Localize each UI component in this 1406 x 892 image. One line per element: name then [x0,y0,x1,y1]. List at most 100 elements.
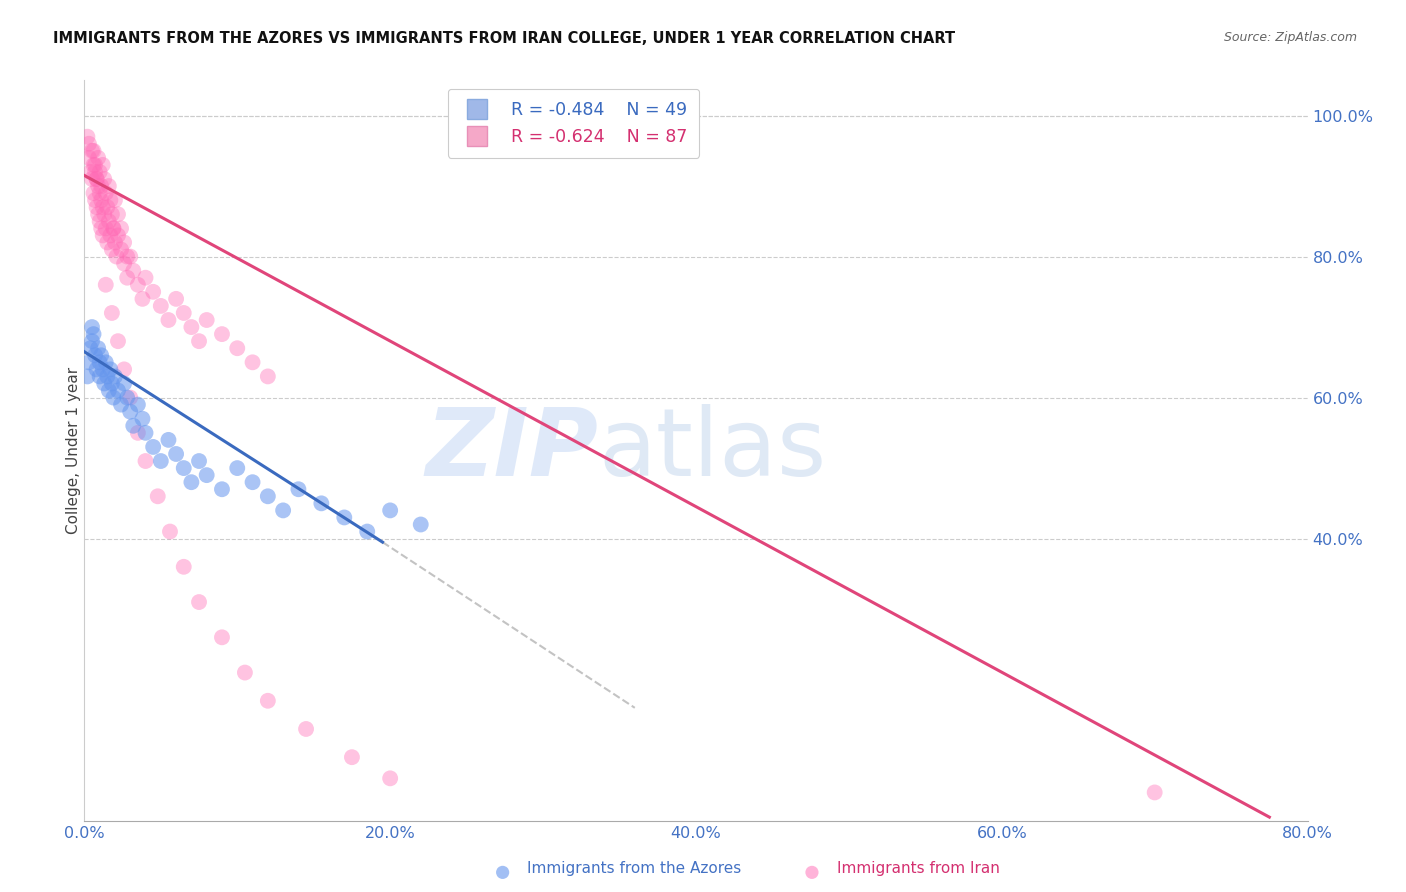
Point [101,207,124,221]
Point [492,865,515,880]
Point [90,221,112,235]
Point [115,250,138,264]
Point [112,362,135,376]
Point [110,243,132,257]
Point [311,496,333,510]
Point [380,503,402,517]
Y-axis label: College, Under 1 year: College, Under 1 year [66,367,80,534]
Point [76,369,98,384]
Point [110,221,132,235]
Point [86,362,108,376]
Point [83,144,105,158]
Text: IMMIGRANTS FROM THE AZORES VS IMMIGRANTS FROM IRAN COLLEGE, UNDER 1 YEAR CORRELA: IMMIGRANTS FROM THE AZORES VS IMMIGRANTS… [53,31,956,46]
Point [135,270,157,285]
Point [96,200,118,214]
Point [165,447,187,461]
Point [86,172,108,186]
Point [271,503,294,517]
Point [180,475,202,490]
Point [84,158,107,172]
Point [86,172,108,186]
Point [120,405,142,419]
Point [77,355,100,369]
Point [127,425,149,440]
Point [97,179,120,194]
Point [89,355,111,369]
Point [103,221,125,235]
Point [98,362,121,376]
Point [79,165,101,179]
Point [409,517,432,532]
Point [257,489,280,503]
Text: Source: ZipAtlas.com: Source: ZipAtlas.com [1223,31,1357,45]
Point [122,418,145,433]
Point [103,391,125,405]
Point [142,285,165,299]
Point [104,235,127,250]
Point [157,313,180,327]
Point [87,179,110,194]
Point [96,369,118,384]
Point [211,630,233,644]
Point [257,694,280,708]
Point [127,398,149,412]
Point [242,475,264,490]
Point [135,425,157,440]
Point [89,214,111,228]
Point [107,207,129,221]
Point [165,292,187,306]
Point [96,235,118,250]
Point [80,144,103,158]
Point [80,320,103,334]
Point [188,595,211,609]
Point [122,263,145,277]
Point [97,214,120,228]
Point [131,292,153,306]
Point [87,207,110,221]
Point [91,362,114,376]
Point [131,411,153,425]
Point [79,341,101,355]
Point [98,228,121,243]
Point [84,193,107,207]
Point [104,193,127,207]
Point [76,129,98,144]
Point [83,186,105,200]
Legend:   R = -0.484    N = 49,   R = -0.624    N = 87: R = -0.484 N = 49, R = -0.624 N = 87 [449,89,699,158]
Point [242,355,264,369]
Point [89,186,111,200]
Point [180,320,202,334]
Point [149,299,172,313]
Point [173,559,195,574]
Point [340,750,363,764]
Point [120,391,142,405]
Point [83,327,105,342]
Point [142,440,165,454]
Point [93,376,115,391]
Point [90,348,112,362]
Point [146,489,169,503]
Text: ZIP: ZIP [425,404,598,497]
Text: Immigrants from the Azores: Immigrants from the Azores [527,861,741,876]
Point [107,334,129,348]
Point [115,270,138,285]
Point [226,341,249,355]
Point [93,172,115,186]
Point [233,665,256,680]
Point [87,341,110,355]
Point [112,376,135,391]
Point [287,482,309,496]
Point [112,235,135,250]
Point [84,348,107,362]
Point [173,306,195,320]
Point [94,277,117,292]
Point [356,524,378,539]
Point [101,243,124,257]
Point [89,165,111,179]
Point [257,369,280,384]
Point [89,369,111,384]
Point [226,461,249,475]
Point [90,193,112,207]
Point [104,369,127,384]
Point [380,772,402,786]
